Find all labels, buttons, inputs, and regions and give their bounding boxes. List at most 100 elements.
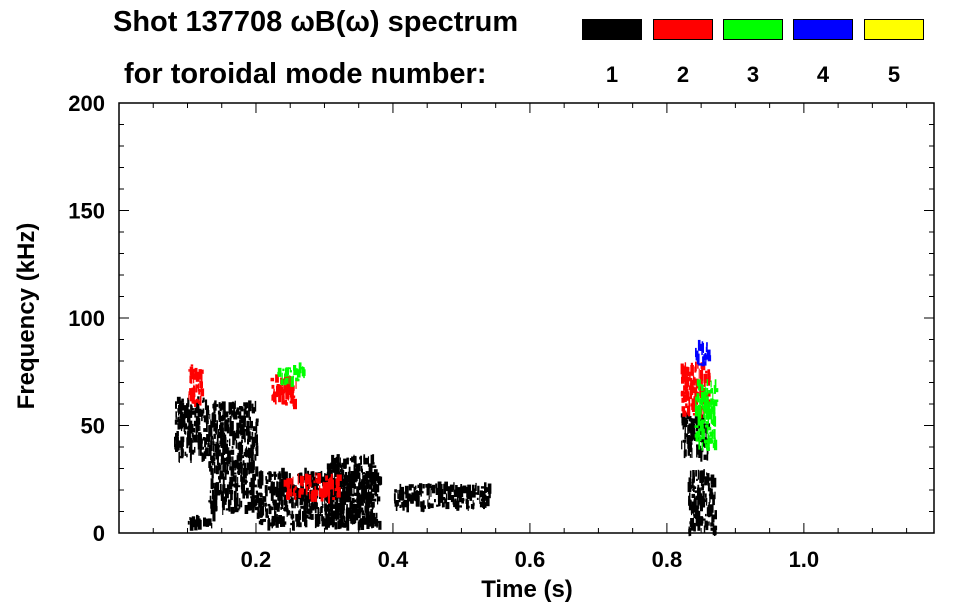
legend-label-n5: 5	[887, 62, 901, 87]
spectral-mark-n2	[304, 473, 309, 483]
spectral-mark-n1	[480, 486, 485, 489]
spectral-mark-n1	[479, 494, 481, 504]
spectral-mark-n1	[438, 502, 441, 507]
spectral-mark-n1	[481, 491, 486, 502]
spectral-mark-n1	[485, 498, 490, 507]
spectral-mark-n2	[683, 385, 686, 391]
spectral-mark-n1	[276, 515, 278, 525]
spectral-mark-n1	[224, 443, 228, 454]
spectral-mark-n2	[198, 375, 202, 380]
spectral-mark-n1	[681, 440, 683, 450]
spectral-mark-n1	[304, 519, 308, 528]
spectral-mark-n1	[255, 440, 257, 443]
spectral-mark-n1	[703, 454, 707, 460]
spectral-mark-n1	[180, 402, 185, 411]
spectral-mark-n1	[214, 486, 219, 492]
spectral-mark-n1	[184, 409, 189, 418]
spectral-mark-n1	[192, 521, 195, 524]
spectral-mark-n1	[339, 504, 343, 510]
spectral-mark-n1	[367, 480, 369, 487]
spectral-mark-n1	[687, 443, 689, 454]
spectral-mark-n1	[357, 521, 361, 531]
spectral-mark-n1	[194, 519, 198, 531]
spectral-mark-n1	[198, 445, 200, 456]
spectral-mark-n2	[290, 394, 294, 404]
spectral-mark-n1	[218, 431, 221, 439]
spectral-mark-n1	[245, 410, 249, 418]
spectral-mark-n1	[175, 445, 178, 452]
spectral-mark-n1	[241, 436, 245, 439]
spectral-mark-n2	[685, 403, 688, 409]
spectral-mark-n1	[371, 513, 375, 519]
spectral-mark-n1	[352, 499, 357, 503]
spectral-mark-n1	[370, 454, 373, 465]
spectral-mark-n1	[245, 446, 247, 458]
spectral-mark-n1	[271, 489, 274, 495]
spectral-mark-n1	[688, 481, 692, 493]
spectral-mark-n1	[221, 443, 226, 447]
spectral-mark-n1	[228, 503, 231, 512]
spectral-mark-n2	[193, 384, 195, 390]
spectral-mark-n1	[395, 500, 399, 506]
spectral-mark-n2	[294, 493, 296, 497]
spectral-mark-n1	[331, 516, 334, 527]
spectral-mark-n1	[183, 421, 186, 432]
spectral-mark-n1	[366, 479, 369, 482]
spectral-mark-n1	[250, 424, 252, 431]
spectral-mark-n3	[710, 414, 712, 424]
spectral-mark-n1	[280, 489, 285, 497]
spectral-mark-n1	[406, 501, 409, 513]
spectral-mark-n1	[189, 428, 194, 433]
spectral-mark-n1	[242, 455, 245, 459]
spectral-mark-n1	[682, 439, 687, 443]
spectral-mark-n1	[219, 470, 224, 480]
spectral-mark-n3	[298, 368, 301, 371]
spectral-mark-n1	[221, 414, 225, 421]
spectral-mark-n1	[177, 416, 180, 422]
spectral-mark-n1	[199, 443, 203, 449]
spectral-mark-n1	[235, 497, 239, 507]
spectral-mark-n1	[485, 487, 490, 492]
spectral-mark-n1	[234, 466, 236, 471]
spectral-mark-n2	[703, 373, 708, 384]
spectral-mark-n1	[376, 496, 381, 502]
spectral-mark-n1	[267, 486, 271, 491]
spectral-mark-n1	[218, 449, 221, 457]
spectral-mark-n1	[412, 492, 416, 501]
spectral-mark-n1	[273, 471, 277, 477]
spectral-mark-n1	[484, 494, 487, 500]
spectral-mark-n1	[705, 431, 707, 440]
spectral-mark-n1	[249, 436, 253, 440]
spectral-mark-n1	[706, 453, 709, 461]
spectral-mark-n1	[262, 501, 265, 508]
spectral-mark-n3	[297, 378, 300, 382]
spectral-mark-n2	[683, 372, 686, 382]
spectral-mark-n1	[311, 513, 314, 520]
spectral-mark-n3	[700, 392, 704, 402]
spectral-mark-n1	[697, 524, 699, 530]
spectral-mark-n1	[216, 457, 219, 466]
spectral-mark-n3	[292, 375, 294, 379]
spectral-mark-n1	[443, 484, 448, 491]
spectral-mark-n3	[296, 369, 301, 378]
spectral-mark-n1	[232, 411, 235, 418]
spectral-mark-n1	[270, 481, 273, 492]
spectral-mark-n1	[187, 411, 190, 414]
spectral-mark-n1	[466, 492, 470, 500]
spectral-mark-n1	[236, 422, 240, 434]
spectral-mark-n3	[285, 368, 289, 377]
spectral-mark-n1	[298, 510, 300, 516]
spectral-mark-n1	[682, 426, 684, 430]
legend-label-n1: 1	[605, 62, 619, 87]
spectral-mark-n1	[459, 505, 462, 508]
spectral-mark-n1	[693, 514, 696, 519]
spectral-mark-n3	[303, 369, 305, 379]
spectral-mark-n1	[696, 512, 699, 518]
spectral-mark-n1	[178, 419, 181, 427]
spectral-mark-n1	[205, 437, 209, 442]
spectral-mark-n1	[708, 502, 710, 507]
spectral-mark-n2	[193, 374, 195, 384]
spectral-mark-n1	[340, 491, 344, 495]
spectral-mark-n1	[369, 473, 372, 479]
spectral-mark-n3	[712, 440, 714, 444]
